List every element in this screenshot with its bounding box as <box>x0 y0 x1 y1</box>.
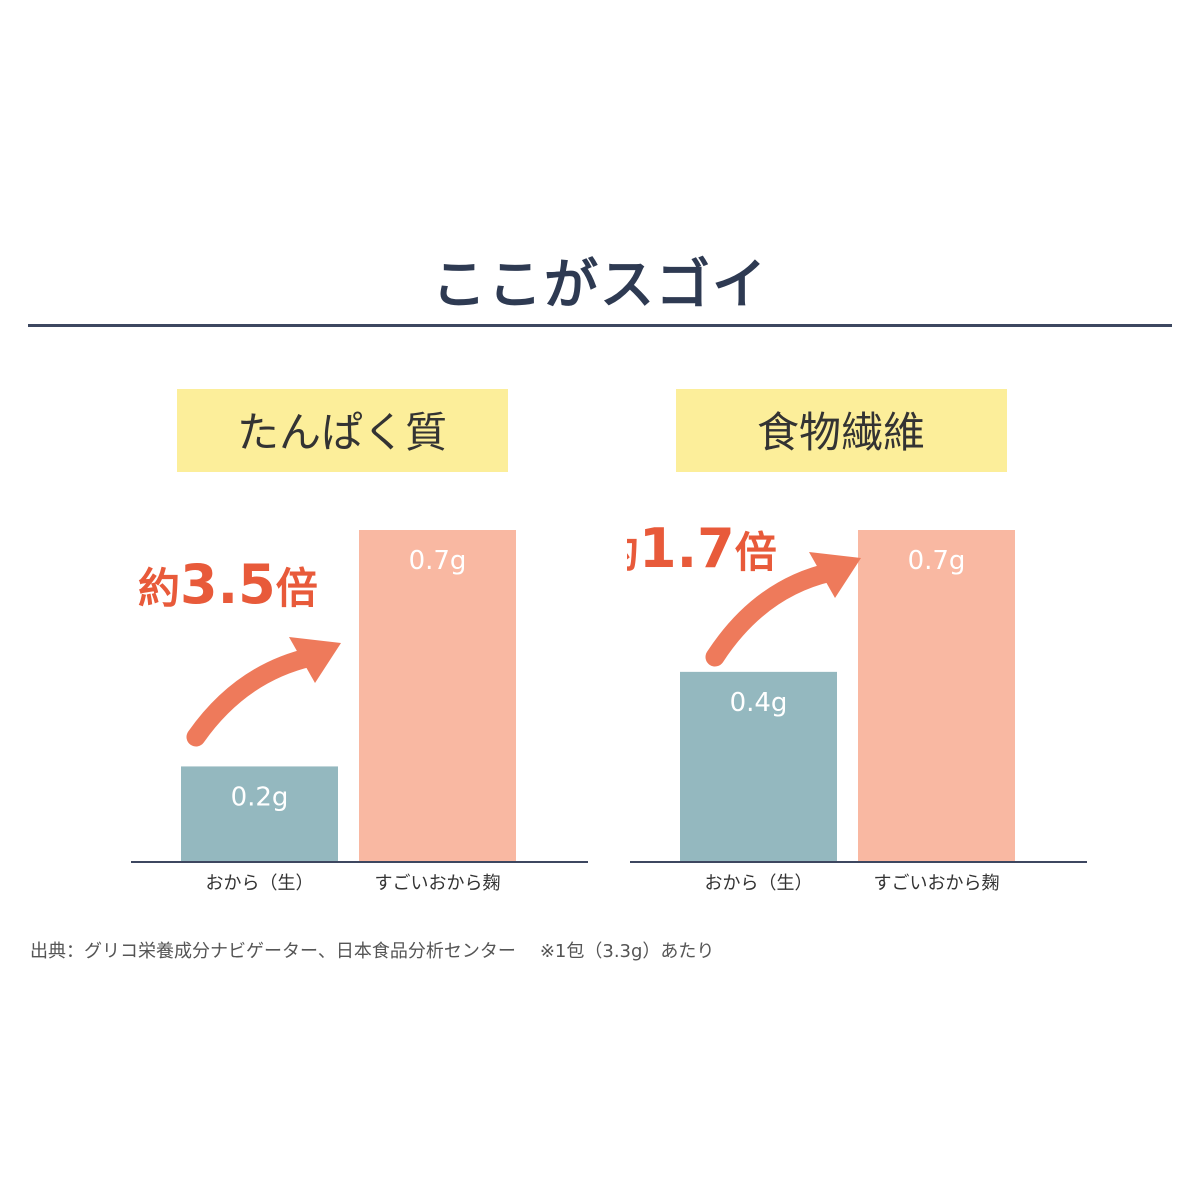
bar-value-label: 0.7g <box>409 546 467 576</box>
title-divider <box>28 324 1172 327</box>
fiber-chart-svg: 食物繊維 0.4g おから（生） 0.7g すごいおから麹 約1.7倍 <box>627 389 1087 894</box>
category-label: すごいおから麹 <box>375 873 501 894</box>
chart-title: たんぱく質 <box>237 408 447 457</box>
increase-arrowhead <box>289 637 341 683</box>
protein-chart: たんぱく質 0.2g おから（生） 0.7g すごいおから麹 約3.5倍 <box>128 385 588 905</box>
multiplier-suffix: 倍 <box>276 564 318 613</box>
bar-value-label: 0.7g <box>908 546 966 576</box>
bar-koji <box>858 530 1015 861</box>
category-label: おから（生） <box>705 873 813 894</box>
bar-value-label: 0.4g <box>730 688 788 718</box>
multiplier-prefix: 約 <box>627 528 639 577</box>
chart-title-highlight <box>177 389 508 472</box>
increase-arrow <box>705 562 841 667</box>
source-text: 出典：グリコ栄養成分ナビゲーター、日本食品分析センター <box>30 941 516 962</box>
fiber-chart: 食物繊維 0.4g おから（生） 0.7g すごいおから麹 約1.7倍 <box>627 385 1087 905</box>
protein-chart-svg: たんぱく質 0.2g おから（生） 0.7g すごいおから麹 約3.5倍 <box>131 389 588 894</box>
page-title: ここがスゴイ <box>432 253 768 316</box>
multiplier-label: 約3.5倍 <box>138 553 318 616</box>
increase-arrow <box>186 647 321 747</box>
multiplier-value: 3.5 <box>180 553 276 616</box>
chart-title-highlight <box>676 389 1007 472</box>
increase-arrowhead <box>809 552 861 598</box>
chart-title: 食物繊維 <box>757 408 925 457</box>
category-label: おから（生） <box>206 873 314 894</box>
source-note: 出典：グリコ栄養成分ナビゲーター、日本食品分析センター ※1包（3.3g）あたり <box>30 937 714 963</box>
category-label: すごいおから麹 <box>874 873 1000 894</box>
multiplier-value: 1.7 <box>639 517 735 580</box>
bar-okara <box>680 671 837 861</box>
serving-note: ※1包（3.3g）あたり <box>539 941 715 962</box>
bar-value-label: 0.2g <box>231 782 289 812</box>
multiplier-label: 約1.7倍 <box>627 517 777 580</box>
bar-koji <box>359 530 516 861</box>
multiplier-suffix: 倍 <box>735 528 777 577</box>
bar-okara <box>181 766 338 861</box>
multiplier-prefix: 約 <box>138 564 180 613</box>
